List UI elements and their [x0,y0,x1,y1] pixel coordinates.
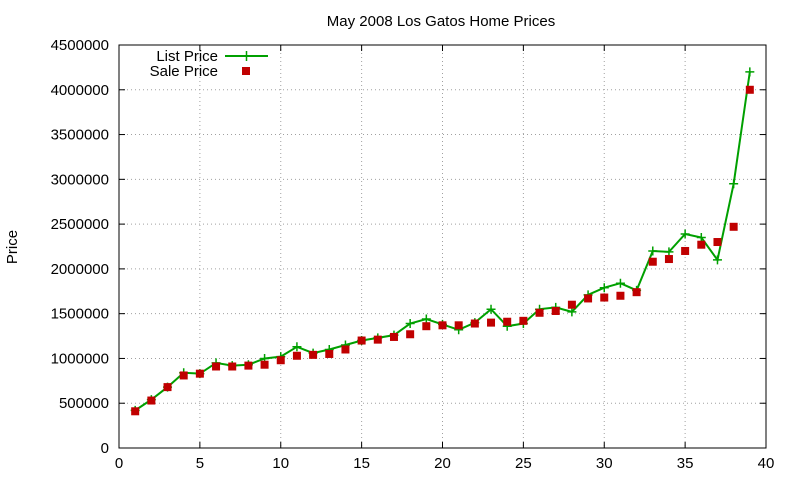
y-axis-label: Price [4,230,21,264]
list-price-point [712,255,722,265]
list-price-point [599,283,609,293]
sale-price-point [325,349,334,358]
sale-price-point [228,362,237,371]
list-price-point [486,304,496,314]
y-tick-label: 2000000 [51,261,109,278]
sale-price-point [309,350,318,359]
sale-price-point [551,306,560,315]
sale-price-point [600,293,609,302]
sale-price-point [406,330,415,339]
sale-price-point [664,255,673,264]
grid [119,45,766,448]
sale-price-point [519,316,528,325]
legend-label-sale-price: Sale Price [150,63,218,80]
x-tick-label: 35 [677,455,694,472]
list-price-point [696,233,706,243]
y-tick-label: 2500000 [51,216,109,233]
x-tick-label: 10 [272,455,289,472]
y-tick-label: 500000 [59,395,109,412]
sale-price-point [470,319,479,328]
legend: List Price Sale Price [150,48,268,80]
sale-price-point [212,362,221,371]
sale-price-point [357,336,366,345]
list-price-point [405,319,415,329]
x-tick-label: 0 [115,455,123,472]
list-price-point [567,307,577,317]
sale-price-point [438,321,447,330]
y-tick-label: 3000000 [51,171,109,188]
sale-price-point [292,351,301,360]
sale-price-point [535,308,544,317]
sale-price-point [260,360,269,369]
sale-price-point [422,322,431,331]
sale-price-point [713,238,722,247]
sale-price-point [389,332,398,341]
legend-marker-sale-price [242,67,250,75]
sale-price-point [745,85,754,94]
legend-marker-list-price [241,51,252,61]
series-layer [130,67,755,416]
list-price-point [292,342,302,352]
list-price-point [615,278,625,288]
x-tick-label: 25 [515,455,532,472]
sale-price-point [179,371,188,380]
sale-price-point [341,345,350,354]
x-tick-label: 40 [758,455,775,472]
sale-price-point [648,257,657,266]
x-tick-label: 20 [434,455,451,472]
x-tick-label: 30 [596,455,613,472]
sale-price-point [697,240,706,249]
list-price-point [421,314,431,324]
y-tick-label: 4000000 [51,82,109,99]
legend-label-list-price: List Price [156,48,218,65]
sale-price-point [567,300,576,309]
sale-price-point [131,407,140,416]
axis-ticks: 0 5 10 15 20 25 30 35 40 0 500000 1000000 1500000 200… [51,37,775,472]
sale-price-point [681,246,690,255]
y-tick-label: 0 [101,440,109,457]
sale-price-point [632,288,641,297]
sale-price-point [729,222,738,231]
list-price-point [729,179,739,189]
sale-price-point [276,356,285,365]
chart-title: May 2008 Los Gatos Home Prices [327,13,555,30]
list-price-point [664,247,674,257]
sale-price-point [584,294,593,303]
x-tick-label: 5 [196,455,204,472]
sale-price-point [503,317,512,326]
list-price-point [680,229,690,239]
sale-price-point [163,383,172,392]
list-price-point [648,246,658,256]
list-price-point [745,67,755,77]
sale-price-point [616,291,625,300]
sale-price-point [195,369,204,378]
y-tick-label: 3500000 [51,127,109,144]
sale-price-point [454,321,463,330]
y-tick-label: 4500000 [51,37,109,54]
sale-price-point [487,318,496,327]
y-tick-label: 1000000 [51,350,109,367]
sale-price-point [147,396,156,405]
y-tick-label: 1500000 [51,306,109,323]
sale-price-point [373,335,382,344]
sale-price-point [244,361,253,370]
x-tick-label: 15 [353,455,370,472]
